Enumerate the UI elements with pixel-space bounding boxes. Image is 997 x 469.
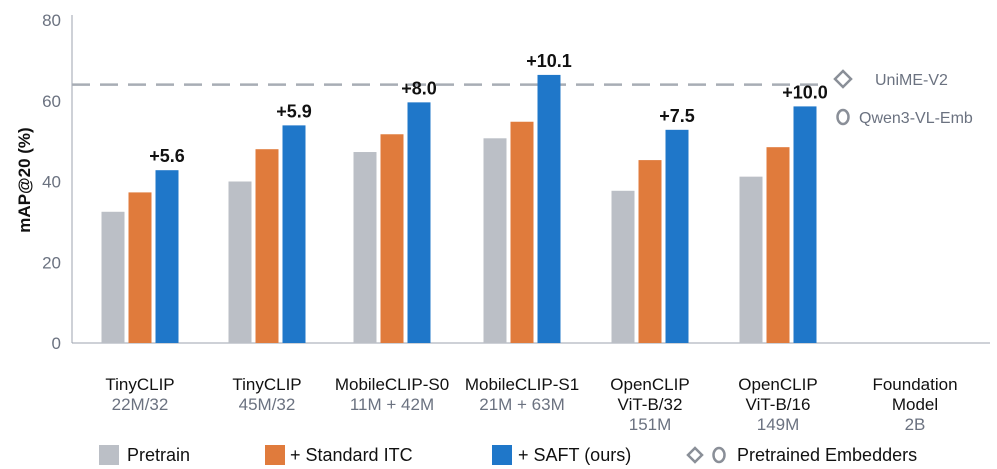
category-sublabel: 21M + 63M: [479, 395, 565, 414]
category-label: OpenCLIP: [610, 375, 689, 394]
delta-labels: +5.6 +5.9 +8.0 +10.1 +7.5 +10.0: [149, 51, 828, 166]
category-sublabel: ViT-B/16: [746, 395, 811, 414]
bar: [282, 125, 306, 343]
bar: [228, 181, 252, 343]
bar: [510, 121, 534, 344]
delta-label: +5.6: [149, 146, 185, 166]
circle-marker-icon: [836, 108, 850, 126]
bars: [101, 74, 817, 344]
legend-swatch-saft: [492, 445, 512, 465]
bar: [255, 149, 279, 343]
category-sublabel: Model: [892, 395, 938, 414]
bar: [483, 138, 507, 343]
legend: Pretrain + Standard ITC + SAFT (ours) Pretr…: [99, 445, 917, 465]
category-label: MobileCLIP-S1: [465, 375, 579, 394]
delta-label: +10.1: [526, 51, 572, 71]
bar: [353, 152, 377, 343]
bar: [101, 211, 125, 343]
category-sublabel: 45M/32: [239, 395, 296, 414]
category-label: OpenCLIP: [738, 375, 817, 394]
diamond-marker-icon: [833, 69, 853, 89]
bar: [611, 190, 635, 343]
y-tick-label: 0: [52, 334, 61, 353]
bar: [665, 129, 689, 343]
bar: [739, 176, 763, 343]
bar: [128, 192, 152, 343]
reference-label-qwen3-vl-emb: Qwen3-VL-Emb: [859, 110, 973, 127]
category-label: TinyCLIP: [232, 375, 301, 394]
delta-label: +8.0: [401, 78, 437, 98]
delta-label: +7.5: [659, 106, 695, 126]
bar: [407, 102, 431, 344]
category-labels: TinyCLIP22M/32TinyCLIP45M/32MobileCLIP-S…: [105, 375, 957, 434]
bar: [638, 160, 662, 343]
legend-label-pretrained-embedders: Pretrained Embedders: [737, 445, 917, 465]
bar: [537, 74, 561, 343]
bar: [380, 134, 404, 343]
reference-lines: UniME-V2 Qwen3-VL-Emb: [72, 69, 973, 127]
y-axis-label: mAP@20 (%): [15, 127, 34, 232]
category-sublabel: 149M: [757, 415, 800, 434]
category-label: MobileCLIP-S0: [335, 375, 449, 394]
category-label: TinyCLIP: [105, 375, 174, 394]
delta-label: +5.9: [276, 101, 312, 121]
reference-label-unime-v2: UniME-V2: [875, 72, 948, 89]
category-sublabel: ViT-B/32: [618, 395, 683, 414]
legend-swatch-standard-itc: [265, 445, 285, 465]
legend-swatch-pretrain: [99, 445, 119, 465]
bar: [793, 106, 817, 343]
legend-circle-icon: [712, 446, 726, 464]
legend-label-saft: + SAFT (ours): [518, 445, 631, 465]
y-tick-label: 60: [42, 92, 61, 111]
y-tick-labels: 0 20 40 60 80: [42, 11, 61, 353]
category-label: Foundation: [872, 375, 957, 394]
y-tick-label: 80: [42, 11, 61, 30]
delta-label: +10.0: [782, 82, 828, 102]
category-sublabel: 151M: [629, 415, 672, 434]
y-tick-label: 40: [42, 173, 61, 192]
legend-label-standard-itc: + Standard ITC: [290, 445, 413, 465]
legend-label-pretrain: Pretrain: [127, 445, 190, 465]
bar: [766, 147, 790, 343]
category-sublabel: 22M/32: [112, 395, 169, 414]
category-sublabel: 2B: [905, 415, 926, 434]
y-tick-label: 20: [42, 253, 61, 272]
bar: [155, 170, 179, 343]
category-sublabel: 11M + 42M: [350, 395, 434, 414]
legend-diamond-icon: [686, 446, 704, 464]
